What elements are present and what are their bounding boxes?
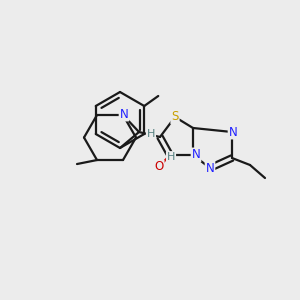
Text: S: S: [171, 110, 179, 124]
Text: H: H: [167, 152, 175, 162]
Text: N: N: [229, 125, 237, 139]
Text: H: H: [147, 129, 155, 139]
Text: N: N: [206, 161, 214, 175]
Text: O: O: [154, 160, 164, 173]
Text: N: N: [192, 148, 200, 161]
Text: N: N: [120, 107, 128, 121]
